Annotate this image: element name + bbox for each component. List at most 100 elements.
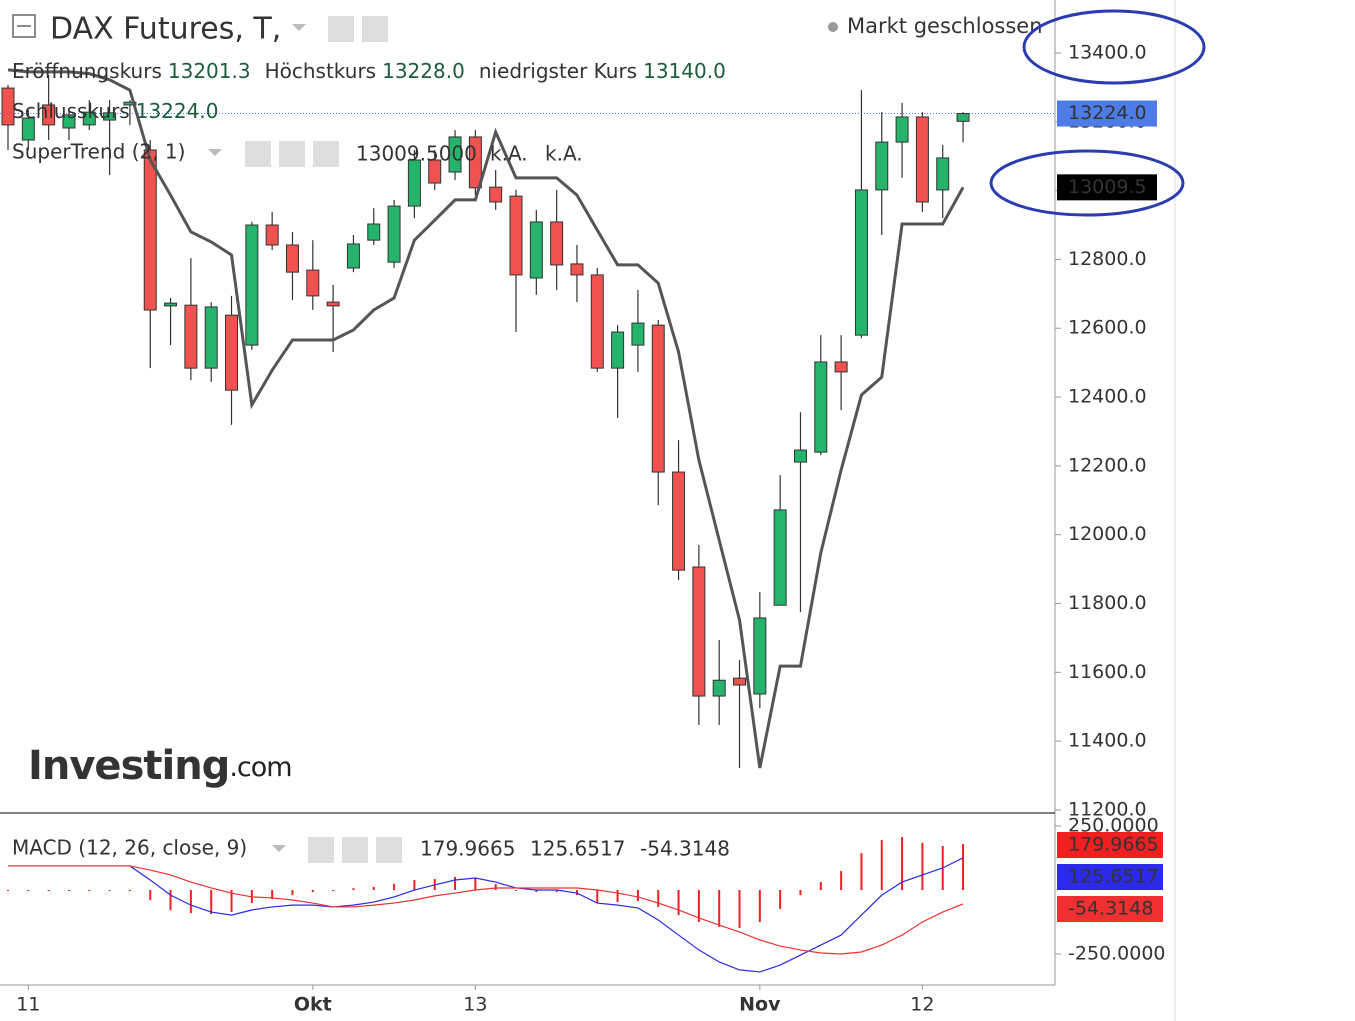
candle-body [448, 136, 462, 173]
histogram-bar [189, 890, 192, 914]
market-status: Markt geschlossen [847, 14, 1043, 38]
close-label: Schlusskurs [12, 99, 130, 123]
histogram-bar [149, 890, 152, 900]
candle-body [265, 224, 279, 246]
histogram-bar [169, 890, 172, 911]
dropdown-arrow[interactable] [208, 149, 222, 156]
candle-body [651, 324, 665, 473]
supertrend-line [7, 68, 965, 769]
candle-body [936, 157, 950, 191]
histogram-bar [901, 837, 904, 891]
remove-icon[interactable] [376, 837, 402, 863]
histogram-bar [555, 890, 558, 893]
candle-body [468, 136, 482, 189]
eye-icon[interactable] [328, 16, 354, 42]
y-tick-label: 250.0000 [1068, 815, 1159, 837]
indicator-readout: k.A. [490, 142, 528, 166]
high-value: 13228.0 [382, 59, 465, 83]
candle-body [611, 331, 625, 369]
histogram-bar [27, 890, 30, 892]
candle-body [367, 223, 381, 241]
close-value: 13224.0 [136, 99, 219, 123]
x-tick-label: Okt [294, 994, 332, 1016]
candle-body [428, 159, 442, 184]
candle-body [550, 221, 564, 266]
close-legend: Schlusskurs 13224.0 [12, 99, 218, 123]
candle-body [529, 221, 543, 279]
candle-body [326, 301, 340, 307]
histogram-bar [474, 877, 477, 891]
histogram-bar [291, 890, 294, 896]
dropdown-arrow[interactable] [292, 24, 306, 31]
y-tick-label: 12800.0 [1068, 248, 1147, 270]
indicator-badge-label: 13009.5 [1068, 176, 1147, 198]
settings-icon[interactable] [342, 837, 368, 863]
logo: Investing.com [28, 743, 292, 789]
histogram-bar [921, 842, 924, 891]
y-tick-label: 12000.0 [1068, 523, 1147, 545]
value-badge-label: 125.6517 [1068, 866, 1159, 888]
y-tick-label: 12400.0 [1068, 386, 1147, 408]
x-tick-label: 12 [910, 994, 934, 1016]
logo-suffix: .com [229, 752, 291, 783]
histogram-bar [88, 890, 91, 892]
histogram-bar [616, 890, 619, 903]
candle-body [387, 205, 401, 263]
candle-body [346, 243, 360, 269]
histogram-bar [210, 890, 213, 915]
histogram-bar [962, 843, 965, 891]
candle-body [590, 274, 604, 369]
settings-icon[interactable] [362, 16, 388, 42]
candle-body [225, 314, 239, 391]
y-tick-label: 12200.0 [1068, 454, 1147, 476]
y-tick-label: 11200.0 [1068, 798, 1147, 820]
y-tick-label: 13400.0 [1068, 41, 1147, 63]
eye-icon[interactable] [245, 141, 271, 167]
collapse-icon[interactable] [12, 14, 36, 38]
histogram-bar [677, 890, 680, 916]
y-tick-label: 11600.0 [1068, 661, 1147, 683]
indicator-readout: 13009.5000 [356, 142, 477, 166]
candle-body [407, 159, 421, 207]
y-tick-label: -250.0000 [1068, 943, 1166, 965]
macd-title: MACD (12, 26, close, 9) [12, 836, 247, 860]
candle-body [753, 617, 767, 695]
histogram-bar [819, 882, 822, 891]
histogram-bar [311, 890, 314, 893]
candle-body [854, 189, 868, 336]
histogram-bar [738, 890, 741, 928]
candle-body [692, 566, 706, 697]
candle-body [875, 141, 889, 191]
value-badge [1057, 864, 1163, 890]
candle-body [570, 263, 584, 276]
status-dot [828, 22, 838, 32]
high-label: Höchstkurs [265, 59, 377, 83]
annotation-ellipse [989, 149, 1185, 217]
annotation-ellipse [1022, 9, 1206, 85]
histogram-bar [596, 890, 599, 904]
candle-body [1, 87, 15, 126]
open-value: 13201.3 [168, 59, 251, 83]
histogram-bar [697, 890, 700, 923]
histogram-bar [860, 853, 863, 891]
histogram-bar [799, 890, 802, 896]
candle-body [631, 322, 645, 346]
value-badge-label: -54.3148 [1068, 898, 1153, 920]
histogram-bar [535, 890, 538, 893]
remove-icon[interactable] [313, 141, 339, 167]
candle-body [143, 149, 157, 311]
candle-body [306, 269, 320, 297]
candle-body [793, 449, 807, 463]
histogram-bar [271, 890, 274, 899]
eye-icon[interactable] [308, 837, 334, 863]
macd-readout: -54.3148 [640, 837, 730, 861]
settings-icon[interactable] [279, 141, 305, 167]
histogram-bar [372, 886, 375, 891]
candle-body [184, 304, 198, 369]
candle-body [915, 116, 929, 203]
histogram-bar [779, 890, 782, 909]
value-badge [1057, 832, 1163, 858]
dropdown-arrow[interactable] [272, 845, 286, 852]
chart-title: DAX Futures, T, [50, 12, 281, 47]
y-tick-label: 11800.0 [1068, 592, 1147, 614]
